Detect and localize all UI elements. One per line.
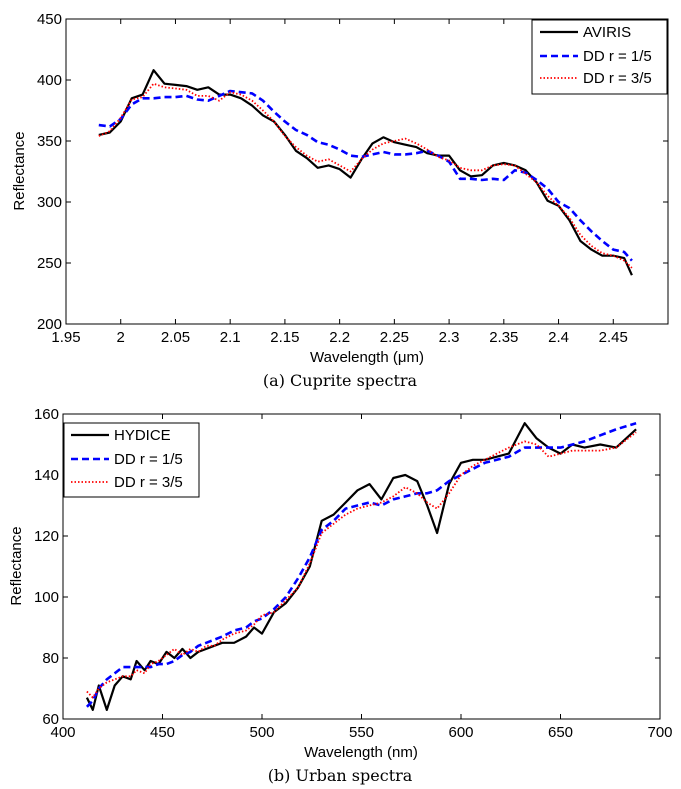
y-tick-label: 200	[37, 316, 62, 333]
y-tick-label: 100	[34, 589, 59, 606]
x-tick-label: 2.35	[489, 329, 518, 346]
y-tick-label: 120	[34, 528, 59, 545]
caption: (b) Urban spectra	[268, 766, 413, 785]
caption: (a) Cuprite spectra	[263, 371, 418, 390]
x-axis-label: Wavelength (μm)	[310, 349, 424, 366]
x-tick-label: 500	[249, 724, 274, 741]
series-layer	[98, 69, 633, 276]
x-tick-label: 2.15	[270, 329, 299, 346]
x-tick-label: 2	[117, 329, 125, 346]
x-tick-label: 400	[50, 724, 75, 741]
x-tick-label: 450	[150, 724, 175, 741]
series-line-dd-r-3-5	[98, 82, 633, 269]
y-tick-label: 450	[37, 11, 62, 28]
series-line-aviris	[98, 69, 633, 276]
legend-label-aviris: AVIRIS	[583, 24, 631, 41]
y-tick-label: 80	[42, 650, 59, 667]
y-tick-label: 140	[34, 467, 59, 484]
legend-label-hydice: HYDICE	[114, 427, 171, 444]
x-tick-label: 550	[349, 724, 374, 741]
y-tick-label: 160	[34, 406, 59, 423]
y-tick-label: 250	[37, 255, 62, 272]
y-tick-label: 400	[37, 72, 62, 89]
legend: AVIRIS DD r = 1/5 DD r = 3/5	[531, 19, 668, 95]
y-axis-label: Reflectance	[11, 131, 28, 210]
x-tick-label: 600	[448, 724, 473, 741]
series-layer	[85, 421, 637, 712]
x-tick-label: 650	[548, 724, 573, 741]
y-tick-label: 300	[37, 194, 62, 211]
x-tick-label: 2.25	[380, 329, 409, 346]
legend: HYDICE DD r = 1/5 DD r = 3/5	[63, 422, 200, 498]
legend-label-dd-3-5: DD r = 3/5	[114, 474, 183, 491]
x-tick-label: 2.3	[439, 329, 460, 346]
x-tick-label: 700	[647, 724, 672, 741]
axis-ticks: 1.95 2 2.05 2.1 2.15 2.2 2.25 2.3 2.35 2.4 2.45 200…	[37, 11, 668, 346]
x-tick-label: 2.05	[161, 329, 190, 346]
series-line-dd-r-1-5	[85, 421, 637, 708]
y-tick-label: 350	[37, 133, 62, 150]
y-axis-label: Reflectance	[8, 526, 25, 605]
x-tick-label: 2.4	[548, 329, 569, 346]
legend-label-dd-1-5: DD r = 1/5	[583, 48, 652, 65]
x-tick-label: 1.95	[51, 329, 80, 346]
panel-urban: 400 450 500 550 600 650 700 60 80 100 120 140 160 Wa…	[8, 406, 673, 785]
x-tick-label: 2.45	[599, 329, 628, 346]
x-axis-label: Wavelength (nm)	[304, 744, 418, 761]
series-line-hydice	[85, 422, 637, 712]
legend-label-dd-3-5: DD r = 3/5	[583, 70, 652, 87]
y-tick-label: 60	[42, 711, 59, 728]
legend-label-dd-1-5: DD r = 1/5	[114, 451, 183, 468]
x-tick-label: 2.2	[329, 329, 350, 346]
series-line-dd-r-1-5	[98, 89, 633, 262]
x-tick-label: 2.1	[220, 329, 241, 346]
panel-cuprite: 1.95 2 2.05 2.1 2.15 2.2 2.25 2.3 2.35 2.4 2.45 200…	[11, 11, 669, 390]
